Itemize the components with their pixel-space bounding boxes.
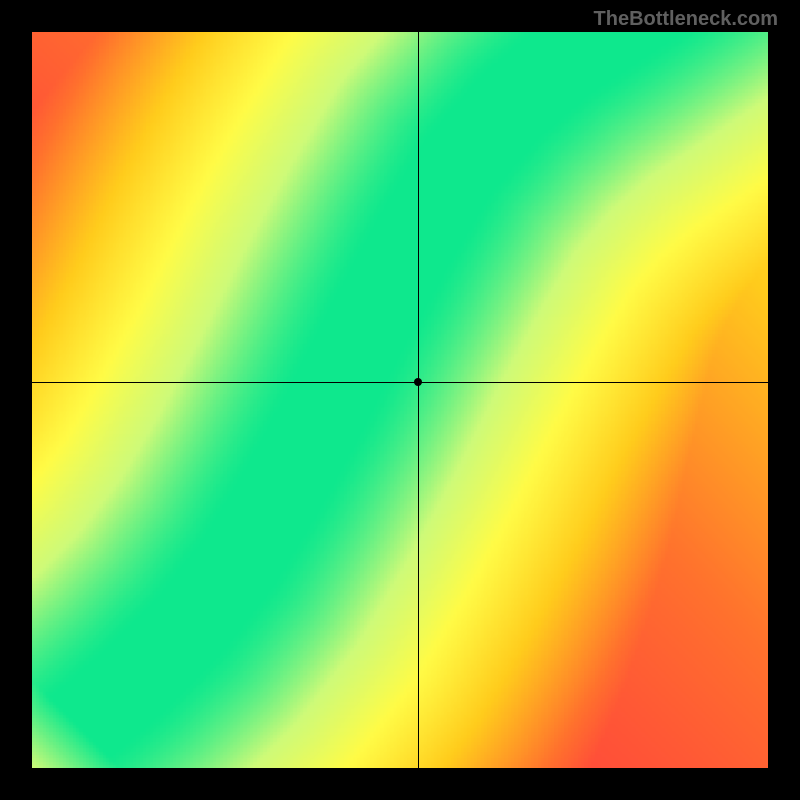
heatmap-canvas — [32, 32, 768, 768]
watermark: TheBottleneck.com — [594, 8, 778, 31]
heatmap-plot — [32, 32, 768, 768]
